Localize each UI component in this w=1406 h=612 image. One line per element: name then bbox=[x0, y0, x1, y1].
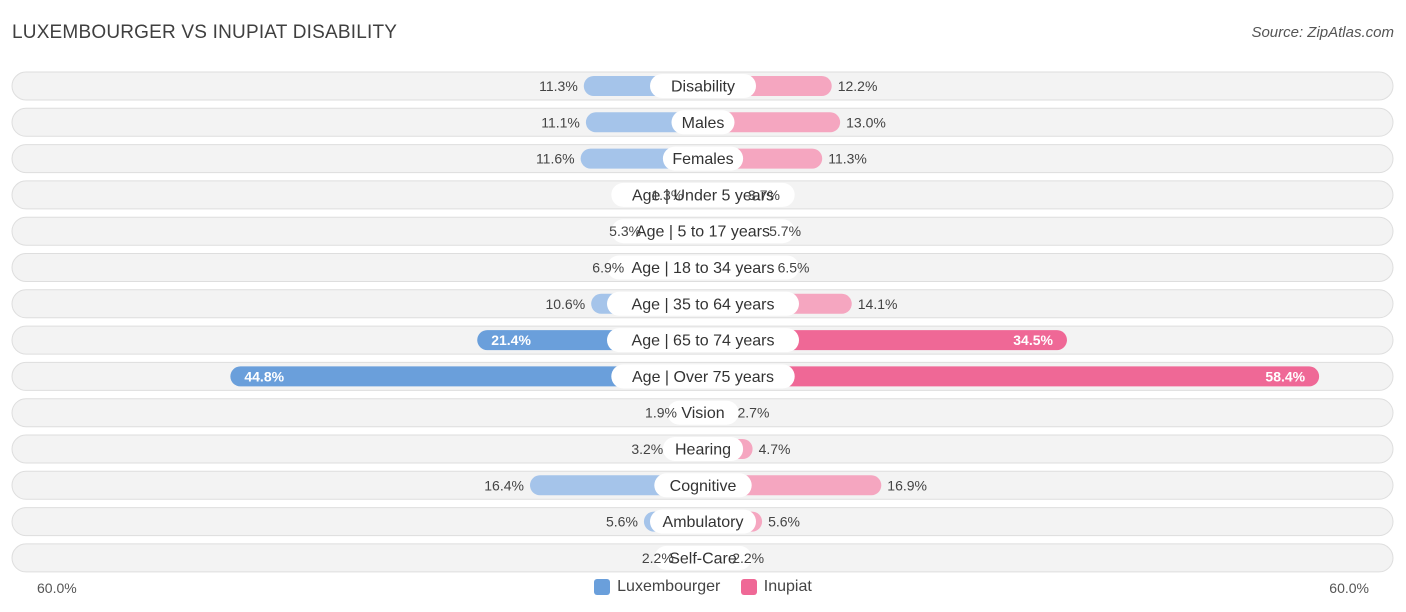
value-label-luxembourger: 1.9% bbox=[645, 405, 677, 421]
value-label-luxembourger: 11.3% bbox=[539, 78, 578, 94]
value-label-inupiat: 3.7% bbox=[748, 187, 780, 203]
category-label-bg bbox=[611, 182, 795, 207]
category-label-age-65-to-74-years: Age | 65 to 74 years bbox=[632, 333, 775, 350]
category-label-bg bbox=[662, 437, 744, 461]
value-label-inupiat: 58.4% bbox=[1265, 368, 1305, 384]
category-label-age-over-75-years: Age | Over 75 years bbox=[632, 369, 774, 386]
category-label-cognitive: Cognitive bbox=[670, 478, 737, 495]
category-label-bg bbox=[662, 146, 744, 171]
category-label-males: Males bbox=[682, 115, 725, 132]
legend-swatch-inupiat bbox=[740, 579, 757, 595]
chart-title: LUXEMBOURGER VS INUPIAT DISABILITY bbox=[12, 22, 398, 43]
value-label-luxembourger: 21.4% bbox=[491, 332, 531, 348]
value-label-luxembourger: 10.6% bbox=[545, 296, 585, 312]
value-label-inupiat: 12.2% bbox=[838, 78, 878, 94]
category-label-age-5-to-17-years: Age | 5 to 17 years bbox=[636, 224, 770, 241]
category-label-bg bbox=[650, 509, 756, 534]
source-note: Source: ZipAtlas.com bbox=[1251, 24, 1394, 41]
category-label-age-18-to-34-years: Age | 18 to 34 years bbox=[632, 260, 775, 277]
legend-swatch-luxembourger bbox=[594, 579, 611, 595]
value-label-inupiat: 2.2% bbox=[732, 550, 764, 566]
value-label-inupiat: 5.6% bbox=[768, 514, 800, 530]
value-label-luxembourger: 3.2% bbox=[631, 441, 663, 457]
category-label-bg bbox=[607, 291, 799, 316]
bar-inupiat bbox=[703, 112, 841, 133]
category-label-bg bbox=[607, 255, 799, 280]
value-label-inupiat: 16.9% bbox=[887, 477, 927, 493]
legend-label-luxembourger: Luxembourger bbox=[617, 578, 721, 595]
value-label-inupiat: 5.7% bbox=[769, 223, 801, 239]
category-label-bg bbox=[654, 473, 752, 498]
value-label-luxembourger: 16.4% bbox=[484, 477, 524, 493]
category-label-disability: Disability bbox=[671, 79, 735, 96]
value-label-inupiat: 13.0% bbox=[846, 114, 886, 130]
category-label-bg bbox=[650, 74, 756, 98]
category-label-females: Females bbox=[672, 151, 733, 168]
value-label-luxembourger: 5.6% bbox=[606, 514, 638, 530]
bar-luxembourger bbox=[230, 366, 704, 387]
category-label-bg bbox=[667, 400, 739, 425]
category-label-vision: Vision bbox=[681, 405, 724, 422]
value-label-inupiat: 34.5% bbox=[1013, 332, 1053, 348]
category-label-bg bbox=[611, 364, 795, 389]
category-label-bg bbox=[671, 110, 735, 135]
category-label-bg bbox=[607, 328, 799, 353]
value-label-luxembourger: 2.2% bbox=[642, 550, 674, 566]
value-label-luxembourger: 5.3% bbox=[609, 223, 641, 239]
value-label-inupiat: 2.7% bbox=[737, 405, 769, 421]
category-label-hearing: Hearing bbox=[675, 442, 731, 459]
category-label-self-care: Self-Care bbox=[669, 550, 737, 567]
value-label-inupiat: 11.3% bbox=[828, 151, 867, 167]
category-label-ambulatory: Ambulatory bbox=[663, 514, 744, 531]
value-label-inupiat: 6.5% bbox=[778, 260, 810, 276]
value-label-luxembourger: 11.1% bbox=[541, 114, 580, 130]
legend-item-inupiat: Inupiat bbox=[740, 578, 812, 596]
diverging-bar-chart: Disability 11.3% 12.2% Males 11.1% 13.0% Femal… bbox=[11, 71, 1394, 573]
category-label-bg bbox=[611, 219, 795, 244]
value-label-luxembourger: 6.9% bbox=[592, 260, 624, 276]
category-label-age-under-5-years: Age | Under 5 years bbox=[632, 187, 774, 204]
axis-min-label: 60.0% bbox=[37, 580, 77, 596]
legend-item-luxembourger: Luxembourger bbox=[594, 578, 720, 596]
value-label-luxembourger: 1.3% bbox=[651, 187, 683, 203]
axis-max-label: 60.0% bbox=[1329, 580, 1369, 596]
legend-label-inupiat: Inupiat bbox=[763, 578, 812, 595]
bar-inupiat bbox=[703, 366, 1320, 387]
value-label-inupiat: 14.1% bbox=[858, 296, 898, 312]
value-label-luxembourger: 44.8% bbox=[244, 368, 284, 384]
category-label-age-35-to-64-years: Age | 35 to 64 years bbox=[632, 296, 775, 313]
value-label-inupiat: 4.7% bbox=[759, 441, 791, 457]
value-label-luxembourger: 11.6% bbox=[536, 151, 575, 167]
legend: Luxembourger Inupiat bbox=[0, 578, 1406, 600]
category-label-bg bbox=[654, 545, 752, 570]
